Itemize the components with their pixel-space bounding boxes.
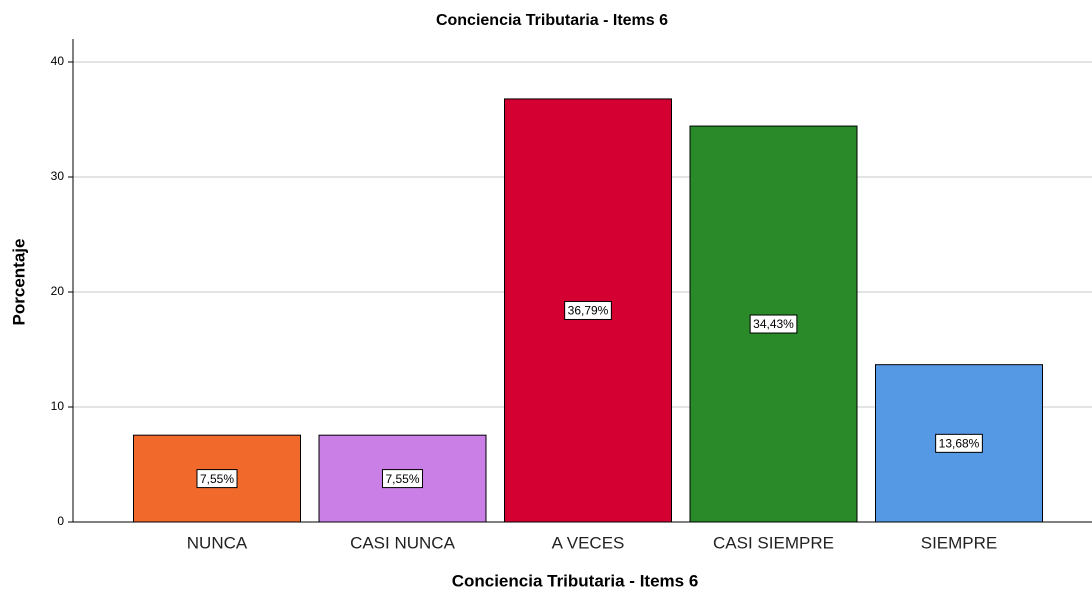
- x-tick-label: A VECES: [552, 533, 625, 552]
- x-tick-label: CASI SIEMPRE: [713, 533, 834, 552]
- value-label-box: [196, 469, 238, 489]
- value-label: 34,43%: [753, 317, 794, 331]
- y-tick-label: 20: [51, 284, 65, 298]
- value-label-box: [381, 469, 424, 489]
- y-tick-label: 10: [51, 399, 65, 413]
- x-tick-label: CASI NUNCA: [350, 533, 456, 552]
- x-tick-label: NUNCA: [187, 533, 248, 552]
- x-axis-label: Conciencia Tributaria - Items 6: [452, 571, 699, 589]
- y-tick-label: 0: [57, 514, 64, 528]
- chart-title: Conciencia Tributaria - Items 6: [436, 12, 668, 29]
- y-tick-label: 40: [51, 54, 65, 68]
- x-tick-label: SIEMPRE: [921, 533, 998, 552]
- y-axis-label: Porcentaje: [9, 239, 28, 326]
- value-label-box: [749, 314, 798, 334]
- value-label-box: [564, 300, 612, 320]
- value-label: 13,68%: [939, 437, 980, 451]
- value-label-box: [935, 433, 983, 453]
- value-label: 36,79%: [568, 304, 609, 318]
- y-tick-label: 30: [51, 169, 65, 183]
- value-label: 7,55%: [385, 472, 419, 486]
- value-label: 7,55%: [200, 472, 234, 486]
